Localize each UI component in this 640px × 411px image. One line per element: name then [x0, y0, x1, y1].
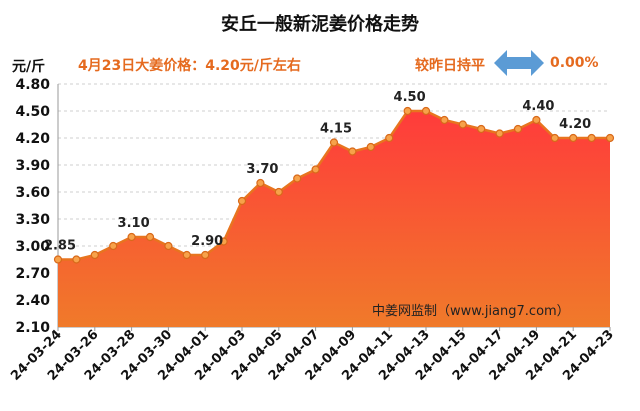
y-tick-label: 4.20 — [15, 131, 50, 147]
y-tick-label: 2.40 — [15, 293, 50, 309]
data-label: 2.90 — [191, 234, 223, 249]
data-point — [477, 124, 486, 134]
data-point — [201, 250, 210, 260]
data-point — [256, 178, 265, 188]
data-point — [237, 196, 247, 206]
y-tick-label: 4.50 — [15, 104, 50, 120]
y-tick-label: 2.10 — [15, 320, 50, 336]
double-arrow-icon — [494, 50, 544, 76]
data-point — [458, 120, 467, 129]
data-point — [182, 250, 191, 260]
data-point — [403, 106, 412, 116]
data-label: 3.10 — [118, 216, 150, 231]
data-label: 4.20 — [559, 117, 591, 132]
compare-label: 较昨日持平 — [415, 58, 485, 74]
y-tick-label: 2.70 — [15, 266, 50, 282]
data-label: 4.50 — [394, 90, 426, 105]
data-label: 3.70 — [246, 162, 278, 177]
data-point — [440, 115, 449, 125]
data-point — [72, 255, 81, 264]
data-point — [145, 232, 155, 242]
price-area — [58, 111, 610, 327]
data-label: 4.40 — [522, 99, 554, 114]
data-point — [274, 187, 283, 197]
data-point — [109, 241, 118, 251]
y-tick-label: 4.80 — [15, 77, 50, 93]
data-point — [513, 124, 523, 134]
data-point — [348, 147, 357, 156]
data-point — [90, 250, 99, 260]
y-axis-unit: 元/斤 — [12, 59, 46, 75]
y-tick-label: 3.60 — [15, 185, 50, 201]
data-point — [421, 106, 431, 116]
data-point — [385, 133, 394, 143]
y-tick-label: 3.00 — [15, 239, 50, 255]
y-tick-label: 3.90 — [15, 158, 50, 174]
data-point — [311, 165, 320, 174]
change-value: 0.00% — [550, 55, 599, 71]
data-point — [366, 142, 375, 152]
data-point — [495, 129, 504, 138]
data-point — [164, 241, 173, 251]
data-point — [569, 133, 578, 143]
data-point — [605, 133, 615, 143]
price-subtitle: 4月23日大姜价格：4.20元/斤左右 — [78, 58, 301, 74]
data-point — [550, 133, 559, 143]
data-point — [293, 174, 302, 183]
chart-title: 安丘一般新泥姜价格走势 — [221, 14, 419, 35]
data-point — [587, 133, 596, 143]
data-point — [219, 237, 228, 246]
data-point — [532, 115, 541, 125]
watermark: 中姜网监制（www.jiang7.com） — [372, 304, 570, 319]
data-label: 2.85 — [44, 239, 76, 254]
data-point — [329, 138, 339, 147]
data-label: 4.15 — [320, 122, 352, 137]
data-point — [127, 232, 136, 242]
y-tick-label: 3.30 — [15, 212, 50, 228]
data-point — [53, 255, 63, 264]
